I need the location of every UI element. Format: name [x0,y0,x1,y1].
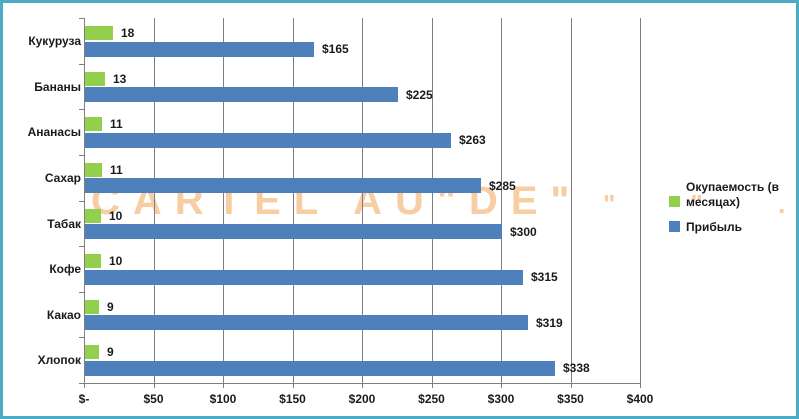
x-axis-label: $100 [209,392,237,406]
gridline [153,18,155,383]
x-axis-tick [431,383,433,388]
x-axis-label: $350 [557,392,584,406]
profit-bar [85,87,398,103]
category-label: Ананасы [27,125,81,140]
x-axis-tick [640,383,641,388]
legend-swatch-icon [669,196,680,207]
gridline [431,18,433,383]
x-axis-line [80,383,641,384]
profit-value-label: $300 [510,224,537,239]
legend-swatch-icon [669,221,680,232]
category-label: Табак [47,216,81,231]
gridline [570,18,572,383]
payback-value-label: 10 [109,254,123,269]
profit-bar [85,132,451,148]
profit-value-label: $319 [536,315,563,330]
payback-bar [85,162,102,177]
x-axis-label: $50 [143,392,164,406]
x-axis-label: $300 [487,392,515,406]
legend-entry: Прибыль [669,220,799,235]
payback-value-label: 10 [109,208,123,223]
x-axis-label: $150 [279,392,306,406]
profit-bar [85,315,528,331]
gridline [501,18,502,383]
y-axis-tick [79,246,84,248]
payback-bar [85,299,99,314]
payback-bar [85,208,101,223]
x-axis-label: $200 [348,392,376,406]
gridline [223,18,224,383]
payback-value-label: 18 [121,26,135,40]
y-axis-tick [79,109,84,111]
profit-bar [85,360,555,376]
category-label: Кофе [49,262,81,277]
payback-bar [85,26,113,40]
category-label: Какао [46,307,81,322]
gridline [292,18,294,383]
payback-bar [85,254,101,269]
profit-value-label: $338 [563,361,590,376]
category-label: Бананы [34,79,81,94]
y-axis-tick [79,200,84,202]
payback-value-label: 9 [107,345,114,360]
profit-value-label: $285 [489,178,516,193]
x-axis-tick [501,383,502,388]
y-axis-tick [79,291,84,293]
payback-bar [85,71,105,86]
category-label: Хлопок [37,353,81,368]
y-axis-tick [79,63,84,65]
gridline [362,18,363,383]
y-axis-tick [79,337,84,339]
payback-value-label: 9 [107,299,114,314]
x-axis-label: $400 [626,392,654,406]
profit-bar [85,269,523,285]
x-axis-label: $- [78,392,90,406]
y-axis-tick [79,154,84,156]
gridline [640,18,641,383]
payback-value-label: 13 [113,71,127,86]
profit-bar [85,224,502,239]
category-label: Кукуруза [28,34,81,48]
legend-entry: Окупаемость (в месяцах) [669,180,799,210]
x-axis-tick [223,383,224,388]
x-axis-tick [570,383,572,388]
x-axis-tick [153,383,155,388]
payback-value-label: 11 [110,117,123,132]
category-label: Сахар [44,170,81,185]
profit-bar [85,178,481,194]
payback-bar [85,117,102,132]
profit-value-label: $225 [406,87,433,102]
x-axis-label: $250 [418,392,445,406]
legend-label: Прибыль [686,220,742,234]
profit-bar [85,41,314,57]
profit-value-label: $263 [459,133,486,148]
y-axis-tick [79,383,84,384]
legend: Окупаемость (в месяцах) Прибыль [669,180,799,245]
legend-label: Окупаемость (в месяцах) [686,180,779,209]
payback-bar [85,345,99,360]
y-axis-tick [79,18,84,19]
profit-value-label: $315 [531,270,558,285]
payback-value-label: 11 [110,162,123,177]
watermark-fragment: " " . [603,189,799,219]
x-axis-tick [292,383,294,388]
profit-value-label: $165 [322,42,349,56]
x-axis-tick [84,383,85,388]
x-axis-tick [362,383,363,388]
y-axis-line [84,18,85,383]
